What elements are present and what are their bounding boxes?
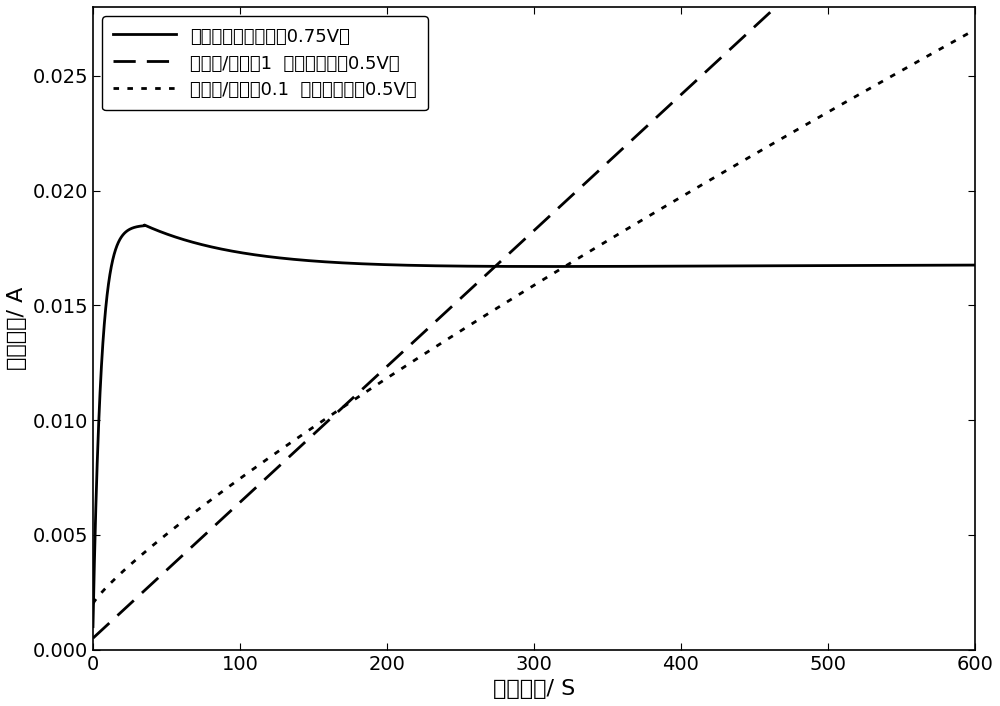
纯吵咏（聚合电位：0.75V） [969,261,981,269]
纯吵咏（聚合电位：0.75V） [424,261,436,270]
纯吵咏（聚合电位：0.75V） [138,221,150,229]
多巴胺/吵咏：0.1  （聚合电位：0.5V） [969,25,981,34]
多巴胺/吵咏：1  （聚合电位：0.5V） [745,26,757,35]
多巴胺/吵咏：0.1  （聚合电位：0.5V） [812,114,824,122]
多巴胺/吵咏：0.1  （聚合电位：0.5V） [87,599,99,608]
多巴胺/吵咏：1  （聚合电位：0.5V） [616,145,628,154]
Line: 多巴胺/吵咏：0.1  （聚合电位：0.5V）: 多巴胺/吵咏：0.1 （聚合电位：0.5V） [93,30,975,604]
纯吵咏（聚合电位：0.75V） [616,262,628,270]
多巴胺/吵咏：0.1  （聚合电位：0.5V） [745,152,757,160]
Legend: 纯吵咏（聚合电位：0.75V）, 多巴胺/吵咏：1  （聚合电位：0.5V）, 多巴胺/吵咏：0.1  （聚合电位：0.5V）: 纯吵咏（聚合电位：0.75V）, 多巴胺/吵咏：1 （聚合电位：0.5V）, 多… [102,16,428,110]
Y-axis label: 聚合电流/ A: 聚合电流/ A [7,287,27,370]
多巴胺/吵咏：1  （聚合电位：0.5V） [247,486,259,494]
Line: 多巴胺/吵咏：1  （聚合电位：0.5V）: 多巴胺/吵咏：1 （聚合电位：0.5V） [93,0,975,638]
纯吵咏（聚合电位：0.75V） [247,251,259,259]
纯吵咏（聚合电位：0.75V） [661,262,673,270]
多巴胺/吵咏：0.1  （聚合电位：0.5V） [616,228,628,237]
X-axis label: 聚合时间/ S: 聚合时间/ S [493,679,575,699]
Line: 纯吵咏（聚合电位：0.75V）: 纯吵咏（聚合电位：0.75V） [93,225,975,627]
纯吵咏（聚合电位：0.75V） [745,262,757,270]
多巴胺/吵咏：1  （聚合电位：0.5V） [87,634,99,642]
多巴胺/吵咏：1  （聚合电位：0.5V） [660,104,672,112]
多巴胺/吵咏：0.1  （聚合电位：0.5V） [424,346,436,354]
多巴胺/吵咏：0.1  （聚合电位：0.5V） [247,465,259,473]
多巴胺/吵咏：1  （聚合电位：0.5V） [424,323,436,331]
纯吵咏（聚合电位：0.75V） [812,261,824,270]
多巴胺/吵咏：0.1  （聚合电位：0.5V） [660,201,672,210]
纯吵咏（聚合电位：0.75V） [87,623,99,631]
